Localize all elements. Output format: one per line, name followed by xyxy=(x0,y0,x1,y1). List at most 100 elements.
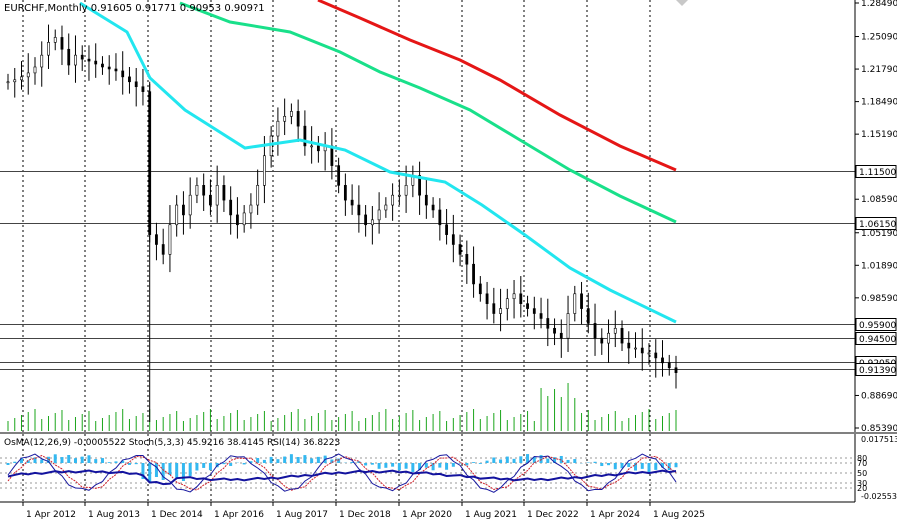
candle-body xyxy=(249,204,253,214)
candle-body xyxy=(586,308,590,324)
candle-body xyxy=(431,204,435,211)
candle-body xyxy=(566,313,570,339)
osma-bar xyxy=(613,463,617,470)
time-tick-label: 1 Aug 2013 xyxy=(88,510,140,520)
osma-bar xyxy=(573,459,577,463)
candle-body xyxy=(620,328,624,344)
candle-body xyxy=(654,352,658,359)
price-pane-background xyxy=(0,0,855,432)
price-tick-label: 1.28490 xyxy=(861,0,897,9)
osma-bar xyxy=(316,456,320,463)
osma-bar xyxy=(499,459,503,463)
candle-body xyxy=(559,332,563,339)
level-price-label: 1.11500 xyxy=(859,168,896,178)
osma-bar xyxy=(60,457,64,463)
osma-bar xyxy=(262,459,266,463)
candle-body xyxy=(283,116,287,122)
candle-body xyxy=(526,303,529,309)
chart-shift-icon[interactable] xyxy=(676,0,688,6)
osma-bar xyxy=(404,463,408,469)
price-tick-label: 1.21790 xyxy=(861,65,897,75)
osma-bar xyxy=(100,458,104,463)
level-price-label: 0.95900 xyxy=(859,321,896,331)
candle-body xyxy=(13,79,17,83)
osma-bar xyxy=(357,461,361,463)
candle-body xyxy=(458,244,462,255)
price-axis[interactable]: 1.28490 1.25090 1.21790 1.18490 1.15190 1.085… xyxy=(854,0,897,434)
osma-bar xyxy=(458,463,462,464)
candle-body xyxy=(33,66,37,74)
osma-bar xyxy=(134,463,138,465)
horizontal-levels xyxy=(0,171,855,370)
candle-body xyxy=(175,204,179,226)
indicator-value-label: -0.025536 xyxy=(861,492,897,501)
candle-body xyxy=(377,209,381,221)
osma-bar xyxy=(148,463,152,482)
osma-bar xyxy=(512,458,516,463)
symbol-header: EURCHF,Monthly 0.91605 0.91771 0.90953 0… xyxy=(4,3,265,14)
price-tick-label: 1.01890 xyxy=(861,261,897,271)
candle-body xyxy=(438,209,442,226)
osma-bar xyxy=(296,457,300,463)
osma-bar xyxy=(391,463,395,467)
candle-body xyxy=(114,68,118,72)
indicator-pane[interactable]: OsMA(12,26,9) -0.0005522 Stoch(5,3,3) 45… xyxy=(0,434,897,502)
osma-bar xyxy=(276,459,280,463)
osma-bar xyxy=(310,458,314,463)
candle-body xyxy=(634,347,637,350)
time-tick-label: 1 Apr 2012 xyxy=(26,510,76,520)
osma-bar xyxy=(94,459,98,463)
osma-bar xyxy=(303,455,307,463)
candle-body xyxy=(209,194,212,206)
price-tick-label: 1.15190 xyxy=(861,130,897,140)
time-tick-label: 1 Apr 2016 xyxy=(214,510,264,520)
level-price-labels: 1.115001.061500.959000.945000.920500.913… xyxy=(855,165,897,376)
osma-bar xyxy=(627,463,631,467)
ma-green-line xyxy=(179,1,677,224)
osma-bar xyxy=(141,463,145,479)
candle-body xyxy=(357,204,361,216)
osma-bar xyxy=(505,456,509,463)
osma-bar xyxy=(485,460,489,463)
candle-body xyxy=(20,76,23,81)
candle-body xyxy=(202,185,206,196)
osma-bar xyxy=(451,463,455,467)
candle-body xyxy=(168,224,172,255)
time-axis[interactable]: 1 Apr 2012 1 Aug 2013 1 Dec 2014 1 Apr 2016… xyxy=(0,501,855,520)
candle-body xyxy=(26,72,30,78)
osma-bar xyxy=(397,463,401,471)
candle-body xyxy=(229,199,233,216)
rsi-line xyxy=(7,469,677,486)
candle-body xyxy=(74,54,77,66)
ma-cyan-line xyxy=(79,1,677,324)
osma-bar xyxy=(26,460,30,463)
osma-bar xyxy=(222,463,226,465)
price-tick-labels: 1.28490 1.25090 1.21790 1.18490 1.15190 1.085… xyxy=(855,0,897,434)
osma-bar xyxy=(607,463,611,466)
osma-bar xyxy=(566,459,570,463)
candle-body xyxy=(121,70,125,78)
candle-body xyxy=(236,214,239,226)
price-tick-label: 0.88690 xyxy=(861,391,897,401)
stoch-signal-line xyxy=(7,455,677,491)
candle-body xyxy=(593,323,597,339)
candle-body xyxy=(519,293,523,304)
osma-bar xyxy=(195,463,199,471)
candle-body xyxy=(188,194,192,216)
candle-body xyxy=(242,212,246,226)
osma-bar xyxy=(80,456,84,463)
price-pane[interactable]: EURCHF,Monthly 0.91605 0.91771 0.90953 0… xyxy=(0,0,855,432)
candle-body xyxy=(539,313,543,319)
candle-body xyxy=(289,111,293,117)
candle-body xyxy=(661,357,664,364)
candle-body xyxy=(350,199,354,206)
osma-bar xyxy=(384,463,388,468)
candle-body xyxy=(546,318,550,329)
time-tick-label: 1 Aug 2025 xyxy=(653,510,705,520)
osma-bar xyxy=(181,463,185,481)
candle-body xyxy=(627,342,631,349)
price-tick-label: 0.98590 xyxy=(861,294,897,304)
level-label-box xyxy=(855,332,897,345)
osma-bar xyxy=(289,454,293,463)
